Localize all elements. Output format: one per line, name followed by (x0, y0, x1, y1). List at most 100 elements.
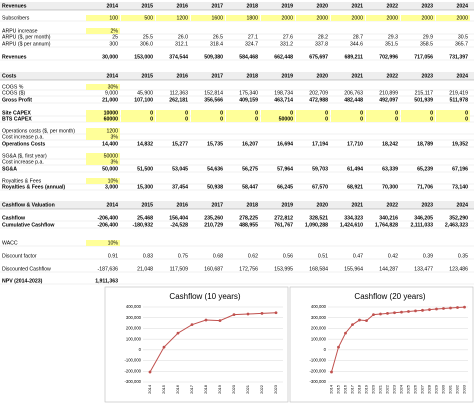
y-tick-label: 200,000 (311, 326, 327, 331)
cell-value: 235,260 (204, 215, 223, 221)
cell-value: 0.51 (318, 253, 328, 259)
header-band (0, 2, 474, 10)
cell-value: 206,763 (344, 90, 363, 96)
section-title: Revenues (2, 3, 27, 9)
year-header: 2016 (176, 202, 188, 208)
cell-value: 2,463,323 (445, 222, 468, 228)
y-tick-label: 100,000 (311, 336, 327, 341)
data-point (407, 310, 410, 313)
cell-value: 1800 (246, 15, 258, 21)
cell-value: 37,454 (172, 184, 188, 190)
x-tick-label: 2031 (448, 384, 453, 394)
cell-value: 0.83 (143, 253, 153, 259)
cell-value: 0 (430, 110, 433, 116)
cell-value: 117,509 (170, 266, 188, 272)
cell-value: 210,729 (204, 222, 223, 228)
input-cell (401, 15, 435, 21)
year-header: 2022 (386, 3, 398, 9)
cell-value: 0 (290, 110, 293, 116)
input-cell (191, 110, 225, 116)
cell-value: 1,911,363 (95, 278, 118, 284)
data-point (232, 313, 236, 317)
cell-value: 0 (465, 110, 468, 116)
cell-value: 0 (325, 110, 328, 116)
cell-value: 18,242 (382, 141, 398, 147)
data-point (365, 319, 368, 323)
row-label: Cumulative Cashflow (2, 222, 55, 228)
cell-value: 10% (108, 240, 119, 246)
x-tick-label: 2014 (329, 384, 334, 394)
row-label: NPV (2014-2023) (2, 278, 43, 284)
cell-value: 29.3 (388, 34, 398, 40)
year-header: 2024 (456, 3, 468, 9)
cell-value: 26.0 (178, 34, 188, 40)
cell-value: 68,921 (347, 184, 363, 190)
input-cell (436, 116, 470, 122)
x-tick-label: 2017 (350, 384, 355, 394)
section-title: Costs (2, 73, 17, 79)
year-header: 2022 (386, 202, 398, 208)
cell-value: 409,159 (239, 97, 258, 103)
cell-value: 702,996 (379, 54, 398, 60)
y-tick-label: 0 (324, 347, 327, 352)
cell-value: 0 (395, 116, 398, 122)
input-cell (366, 110, 400, 116)
cell-value: 0.39 (423, 253, 433, 259)
cell-value: 28.7 (353, 34, 363, 40)
cell-value: 156,404 (169, 215, 188, 221)
cell-value: 57,964 (277, 166, 293, 172)
x-tick-label: 2026 (413, 384, 418, 394)
cell-value: 0 (150, 116, 153, 122)
year-header: 2017 (211, 73, 223, 79)
y-tick-label: -100,000 (124, 358, 141, 363)
x-tick-label: 2033 (462, 384, 467, 394)
cell-value: 312.1 (175, 41, 188, 47)
data-point (379, 312, 382, 316)
cell-value: 160,687 (204, 266, 223, 272)
cell-value: 0 (220, 110, 223, 116)
year-header: 2024 (456, 202, 468, 208)
year-header: 2015 (141, 73, 153, 79)
cell-value: 14,832 (137, 141, 153, 147)
x-tick-label: 2027 (420, 384, 425, 394)
cell-value: 1,424,610 (340, 222, 363, 228)
data-point (435, 307, 438, 311)
input-cell (296, 116, 330, 122)
cell-value: 0 (185, 116, 188, 122)
cell-value: 25 (112, 34, 118, 40)
input-cell (331, 116, 365, 122)
cell-value: 30% (108, 84, 119, 90)
cell-value: 2% (111, 28, 119, 34)
cell-value: 21,000 (102, 97, 118, 103)
year-header: 2022 (386, 73, 398, 79)
x-tick-label: 2025 (406, 384, 411, 394)
cell-value: 10000 (104, 110, 119, 116)
input-cell (226, 116, 260, 122)
data-point (414, 309, 417, 313)
cell-value: -180,932 (133, 222, 154, 228)
x-tick-label: 2014 (147, 384, 152, 394)
cell-value: 58,447 (242, 184, 258, 190)
x-tick-label: 2024 (399, 384, 404, 394)
cell-value: 67,570 (312, 184, 328, 190)
row-label: Cost increase p.a. (2, 134, 44, 140)
input-cell (366, 116, 400, 122)
year-header: 2023 (421, 202, 433, 208)
cell-value: 26.5 (213, 34, 223, 40)
cell-value: 0 (465, 116, 468, 122)
row-label: WACC (2, 240, 18, 246)
cell-value: 17,710 (347, 141, 363, 147)
y-tick-label: 300,000 (126, 315, 142, 320)
input-cell (331, 15, 365, 21)
cell-value: 731,397 (449, 54, 468, 60)
row-label: Site CAPEX (2, 110, 31, 116)
cell-value: 2000 (456, 15, 468, 21)
row-label: Subscribers (2, 15, 30, 21)
x-tick-label: 2028 (427, 384, 432, 394)
cell-value: -206,400 (98, 222, 119, 228)
input-cell (156, 116, 190, 122)
cell-value: 500 (144, 15, 153, 21)
cell-value: 144,287 (379, 266, 398, 272)
cashflow-line (331, 306, 465, 373)
year-header: 2017 (211, 3, 223, 9)
